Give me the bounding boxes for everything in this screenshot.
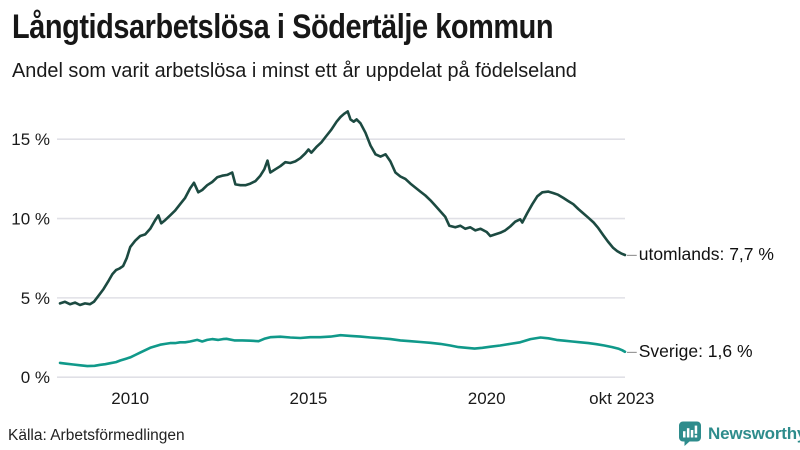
series-end-label-utomlands: – utomlands: 7,7 % bbox=[627, 244, 774, 265]
page-title: Långtidsarbetslösa i Södertälje kommun bbox=[12, 8, 554, 46]
x-axis-labels: 2010 2015 2020 okt 2023 bbox=[111, 389, 654, 408]
bar-chart-speech-bubble-icon bbox=[679, 421, 701, 446]
newsworthy-brand-text: Newsworthy bbox=[708, 423, 800, 443]
chart-subtitle: Andel som varit arbetslösa i minst ett å… bbox=[12, 59, 577, 82]
source-caption: Källa: Arbetsförmedlingen bbox=[8, 427, 185, 444]
y-axis-label: 0 % bbox=[21, 368, 50, 387]
label-connector-dash: – bbox=[627, 244, 637, 265]
y-axis-label: 5 % bbox=[21, 289, 50, 308]
series-line-Sverige bbox=[58, 333, 627, 368]
series-end-label-utomlands-text: utomlands: 7,7 % bbox=[638, 244, 774, 265]
x-axis-label: okt 2023 bbox=[589, 389, 654, 408]
x-axis-label: 2010 bbox=[111, 389, 149, 408]
series-lines bbox=[58, 110, 627, 368]
x-axis-label: 2015 bbox=[290, 389, 328, 408]
y-axis-labels: 0 % 5 % 10 % 15 % bbox=[11, 130, 50, 387]
y-axis-label: 15 % bbox=[11, 130, 50, 149]
label-connector-dash: – bbox=[627, 340, 637, 361]
series-end-label-sverige-text: Sverige: 1,6 % bbox=[638, 340, 753, 361]
gridlines bbox=[57, 138, 625, 379]
y-axis-label: 10 % bbox=[11, 210, 50, 229]
series-line-utomlands bbox=[58, 110, 627, 307]
series-end-label-sverige: – Sverige: 1,6 % bbox=[627, 341, 753, 362]
newsworthy-brand: Newsworthy bbox=[678, 421, 800, 446]
x-axis-label: 2020 bbox=[468, 389, 506, 408]
